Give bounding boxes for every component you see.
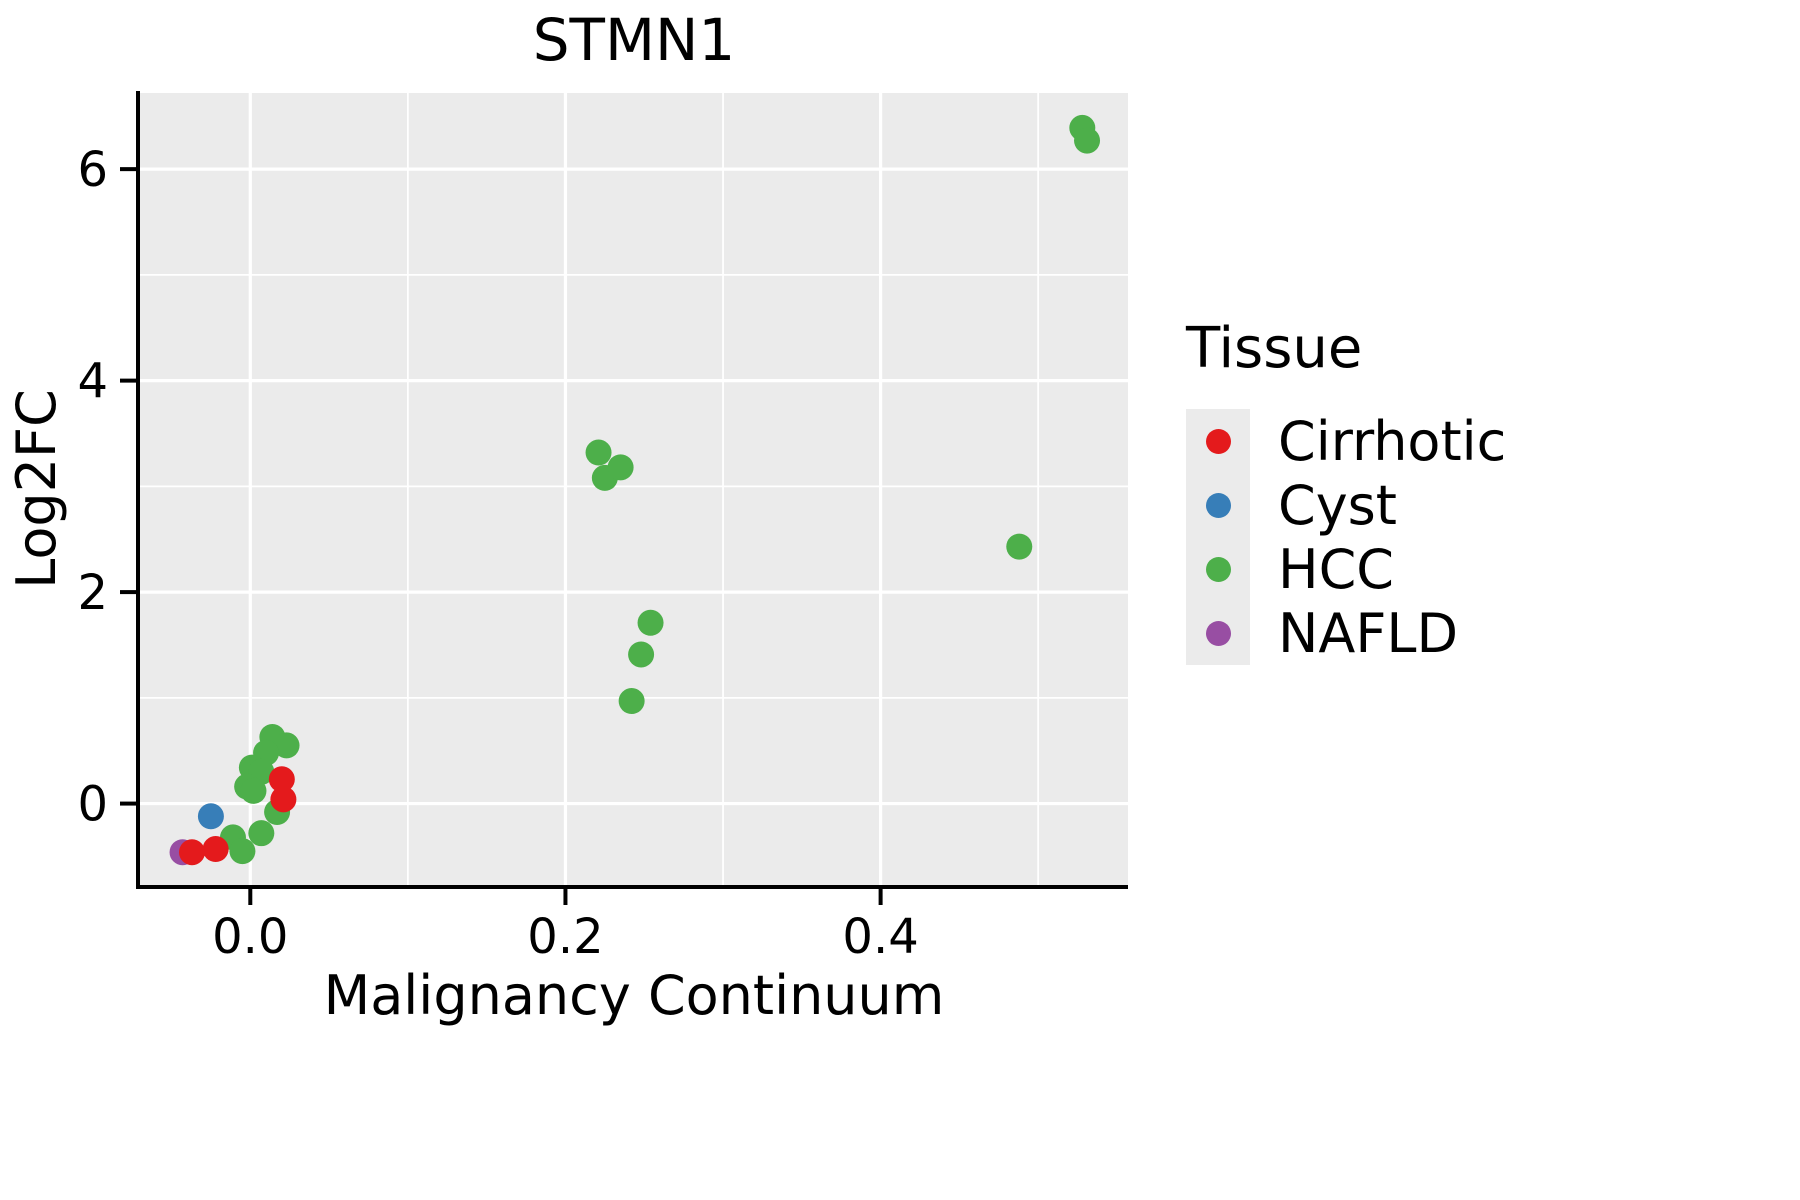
y-tick-label: 4: [77, 354, 108, 410]
legend-key-swatch: [1186, 409, 1250, 473]
legend-title: Tissue: [1186, 316, 1363, 381]
plot-panel: [140, 93, 1128, 885]
data-point-cyst: [197, 803, 224, 830]
legend-item-label: Cirrhotic: [1278, 409, 1507, 473]
data-point-cirrhotic: [202, 836, 229, 863]
data-point-hcc: [273, 732, 300, 759]
chart-title: STMN1: [533, 6, 736, 74]
legend-item-cyst: Cyst: [1186, 473, 1746, 537]
x-tick-label: 0.4: [842, 909, 918, 965]
y-tick-label: 0: [77, 777, 108, 833]
legend-item-hcc: HCC: [1186, 537, 1746, 601]
legend-key-swatch: [1186, 537, 1250, 601]
data-point-hcc: [248, 820, 275, 847]
x-tick-label: 0.2: [527, 909, 603, 965]
y-axis-label: Log2FC: [5, 389, 68, 589]
data-point-cirrhotic: [270, 786, 297, 813]
x-tick-label: 0.0: [212, 909, 288, 965]
data-point-hcc: [1006, 533, 1033, 560]
data-point-hcc: [1074, 127, 1101, 154]
y-tick-label: 2: [77, 565, 108, 621]
data-point-hcc: [628, 641, 655, 668]
legend: Tissue Cirrhotic Cyst HCC NAFLD: [1186, 316, 1746, 665]
legend-item-label: Cyst: [1278, 473, 1397, 537]
data-point-hcc: [618, 688, 645, 715]
x-axis-label: Malignancy Continuum: [324, 964, 945, 1027]
legend-item-nafld: NAFLD: [1186, 601, 1746, 665]
legend-item-cirrhotic: Cirrhotic: [1186, 409, 1746, 473]
data-point-cirrhotic: [268, 766, 295, 793]
legend-items: Cirrhotic Cyst HCC NAFLD: [1186, 409, 1746, 665]
legend-dot-icon: [1205, 556, 1231, 582]
legend-dot-icon: [1205, 620, 1231, 646]
legend-dot-icon: [1205, 492, 1231, 518]
plot-panel-layer: 0.0 0.2 0.4 0 2 4 6: [77, 91, 1128, 965]
data-point-hcc: [240, 777, 267, 804]
legend-key-swatch: [1186, 473, 1250, 537]
data-point-cirrhotic: [179, 839, 205, 866]
data-point-hcc: [607, 454, 634, 481]
legend-item-label: NAFLD: [1278, 601, 1459, 665]
data-point-hcc: [585, 439, 612, 466]
legend-key-swatch: [1186, 601, 1250, 665]
legend-dot-icon: [1205, 428, 1231, 454]
data-point-hcc: [637, 609, 664, 636]
data-point-hcc: [229, 838, 256, 865]
legend-item-label: HCC: [1278, 537, 1395, 601]
y-tick-label: 6: [77, 142, 108, 198]
